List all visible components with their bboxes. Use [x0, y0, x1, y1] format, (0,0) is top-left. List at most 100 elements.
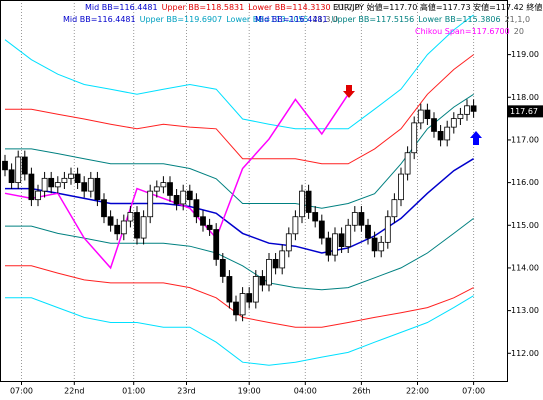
candle-body: [120, 220, 127, 235]
band-line: [5, 158, 474, 254]
candle-body: [101, 199, 107, 218]
candle-body: [351, 212, 358, 226]
candle-body: [365, 224, 371, 239]
x-tick-label: 22:00: [406, 387, 429, 396]
indicator-legend: Mid BB=116.4481 Upper BB=118.5831 Lower BB…: [85, 3, 360, 12]
candle-body: [371, 237, 378, 252]
legend-item: 21,3,0: [313, 15, 338, 24]
candle-body: [2, 160, 8, 171]
candle-body: [279, 250, 286, 269]
legend-item: Mid BB=116.4481: [255, 15, 328, 24]
candle-body: [470, 105, 477, 112]
candle-body: [404, 152, 411, 175]
y-tick-label: 116.00: [511, 178, 539, 187]
candle-body: [200, 216, 206, 226]
candle-body: [285, 233, 292, 252]
candle-body: [398, 173, 404, 201]
candle-body: [147, 190, 154, 218]
candle-body: [114, 224, 121, 235]
indicator-legend: Mid BB=116.4481 Upper BB=119.6907 Lower BB…: [63, 15, 338, 24]
candle-body: [160, 182, 167, 188]
candle-body: [28, 173, 35, 201]
candle-body: [226, 276, 233, 303]
candle-body: [378, 241, 385, 252]
candle-body: [35, 190, 41, 201]
legend-item: Mid BB=116.4481: [85, 3, 158, 12]
candle-body: [81, 182, 88, 192]
candle-body: [61, 177, 68, 184]
candle-body: [417, 109, 424, 124]
candle-body: [213, 229, 220, 260]
plot: [2, 0, 477, 381]
candle-body: [87, 177, 94, 192]
band-line: [5, 93, 474, 209]
candle-body: [127, 212, 134, 222]
candle-body: [246, 293, 253, 303]
candle-body: [8, 169, 15, 184]
candle-body: [464, 105, 470, 115]
legend-item: Lower BB=114.3130: [248, 3, 330, 12]
candle-body: [233, 301, 239, 316]
candle-body: [292, 216, 299, 235]
candle-body: [167, 182, 173, 196]
y-tick-label: 119.00: [511, 50, 539, 59]
legend-item: Upper BB=118.5831: [162, 3, 245, 12]
candle-body: [186, 190, 193, 201]
legend-item: Lower BB=113.2055: [226, 15, 308, 24]
candle-body: [173, 195, 180, 205]
candle-body: [134, 212, 140, 239]
candle-body: [305, 190, 312, 213]
candle-body: [259, 276, 266, 286]
candle-body: [140, 216, 147, 239]
x-tick-label: 01:00: [122, 387, 145, 396]
sell-arrow: [343, 85, 355, 98]
x-tick-label: 07:00: [462, 387, 485, 396]
candle-body: [424, 109, 431, 120]
y-tick-label: 114.00: [511, 263, 539, 272]
candle-body: [358, 212, 365, 226]
last-price-label: 117.67: [510, 107, 538, 116]
candle-body: [312, 212, 319, 222]
candle-body: [266, 259, 272, 286]
candle-body: [74, 173, 81, 184]
legend-item: Upper BB=117.5156: [332, 15, 415, 24]
y-tick-label: 113.00: [511, 306, 539, 315]
candle-body: [180, 190, 187, 205]
candle-body: [219, 259, 226, 277]
candle-body: [239, 293, 246, 316]
legend-item: EUR/JPY 始値=117.70 高値=117.73 安値=117.42 終値…: [333, 2, 543, 12]
candle-body: [345, 224, 352, 248]
indicator-legend: EUR/JPY 始値=117.70 高値=117.73 安値=117.42 終値…: [333, 2, 543, 12]
candle-body: [450, 118, 457, 128]
candle-body: [391, 199, 398, 218]
legend-item: Lower BB=115.3806: [418, 15, 500, 24]
x-tick-label: 26th: [352, 387, 370, 396]
legend-item: 20: [514, 27, 524, 36]
candle-body: [48, 177, 55, 188]
candle-body: [94, 177, 101, 201]
candle-body: [325, 237, 332, 256]
candle-body: [437, 131, 444, 141]
candle-body: [153, 186, 160, 192]
candle-body: [193, 199, 200, 218]
x-tick-label: 22nd: [64, 387, 84, 396]
indicator-legend: Mid BB=116.4481 Upper BB=117.5156 Lower BB…: [255, 15, 530, 24]
indicator-legend: Chikou Span=117.6700 20: [415, 27, 524, 36]
candle-body: [68, 173, 74, 179]
candle-body: [272, 259, 279, 269]
candle-body: [107, 216, 114, 226]
band-line: [4, 14, 474, 130]
candle-body: [384, 216, 391, 243]
candle-body: [21, 156, 28, 175]
candle-body: [444, 126, 451, 141]
candle-body: [457, 113, 464, 120]
x-tick-label: 23rd: [177, 387, 195, 396]
y-tick-label: 118.00: [511, 93, 539, 102]
candle-body: [252, 276, 259, 303]
legend-item: Mid BB=116.4481: [63, 15, 136, 24]
candle-body: [318, 220, 325, 239]
candle-body: [54, 182, 61, 188]
